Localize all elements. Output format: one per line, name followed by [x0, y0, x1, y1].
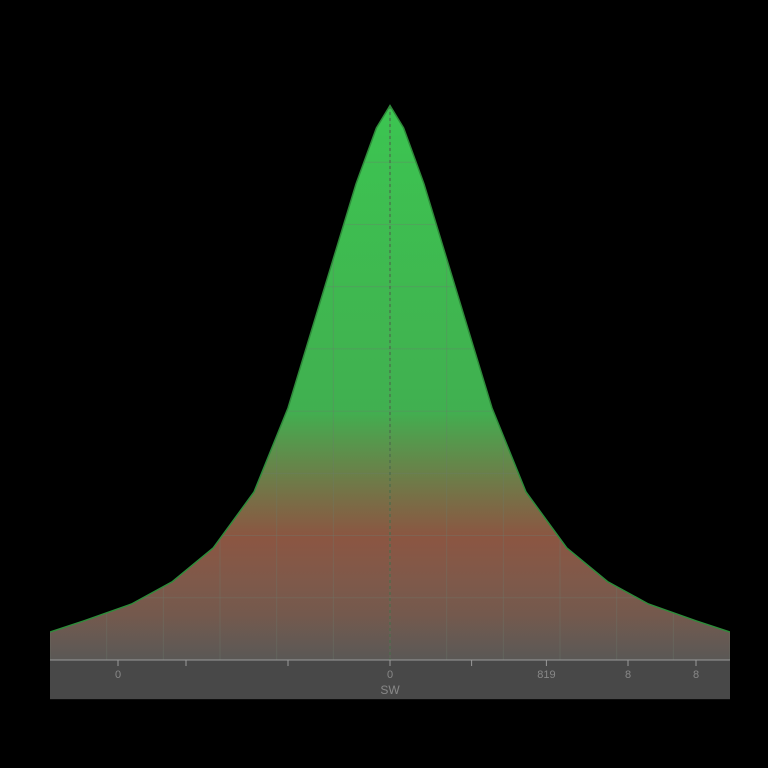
chart-svg: 0 0 819 8 8 SW — [50, 100, 730, 700]
x-tick-label: 8 — [625, 669, 631, 681]
x-tick-label: 819 — [537, 669, 555, 681]
x-tick-label: 8 — [693, 669, 699, 681]
x-axis-label: SW — [380, 683, 400, 697]
x-tick-label: 0 — [115, 669, 121, 681]
x-tick-label: 0 — [387, 669, 393, 681]
distribution-chart: 0 0 819 8 8 SW — [50, 100, 730, 700]
